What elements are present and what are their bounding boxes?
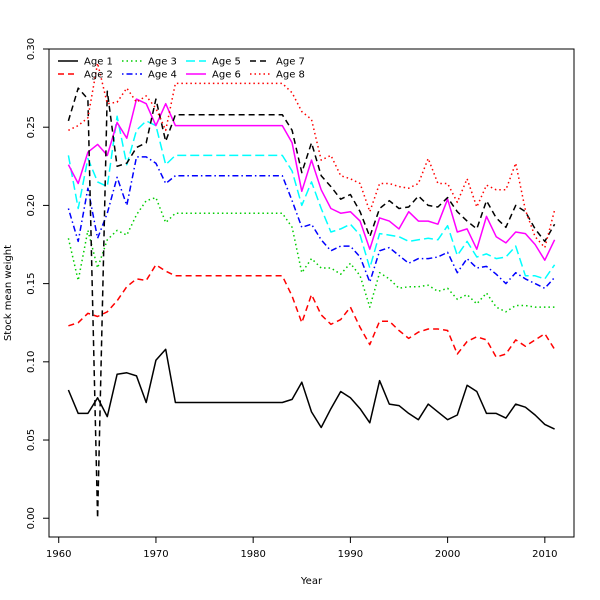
legend-label: Age 3 <box>148 57 177 68</box>
x-axis-title: Year <box>300 576 323 587</box>
series-line-age-4 <box>67 156 556 290</box>
series-line-age-7 <box>67 87 556 519</box>
series-line-age-5 <box>67 115 556 280</box>
y-tick-label: 0.25 <box>26 116 37 138</box>
y-tick-label: 0.20 <box>26 194 37 216</box>
y-tick-label: 0.15 <box>26 272 37 294</box>
x-axis: 1960 1970 1980 1990 2000 2010 <box>46 537 558 560</box>
legend-label: Age 2 <box>84 70 113 81</box>
legend: Age 1 Age 2 Age 3 Age 4 Age 5 Age 6 Age 7 Age 8 <box>58 57 305 81</box>
series-line-age-1 <box>67 348 555 430</box>
legend-label: Age 8 <box>276 70 305 81</box>
legend-label: Age 4 <box>148 70 177 81</box>
legend-label: Age 7 <box>276 57 305 68</box>
series-line-age-2 <box>68 264 556 358</box>
legend-label: Age 1 <box>84 57 113 68</box>
series-line-age-6 <box>67 98 556 261</box>
x-tick-label: 1970 <box>143 549 168 560</box>
y-tick-label: 0.05 <box>26 429 37 451</box>
x-tick-label: 1980 <box>240 549 265 560</box>
y-tick-label: 0.30 <box>26 38 37 60</box>
y-axis: 0.00 0.05 0.10 0.15 0.20 0.25 0.30 <box>26 38 49 529</box>
series-lines <box>67 62 556 519</box>
y-axis-title: Stock mean weight <box>3 245 14 341</box>
legend-label: Age 6 <box>212 70 241 81</box>
series-line-age-3 <box>67 196 555 313</box>
y-tick-label: 0.10 <box>26 351 37 373</box>
x-tick-label: 2010 <box>532 549 557 560</box>
x-tick-label: 1990 <box>338 549 363 560</box>
legend-label: Age 5 <box>212 57 241 68</box>
y-tick-label: 0.00 <box>26 507 37 529</box>
plot-frame <box>48 48 575 538</box>
x-tick-label: 1960 <box>46 549 71 560</box>
x-tick-label: 2000 <box>435 549 460 560</box>
